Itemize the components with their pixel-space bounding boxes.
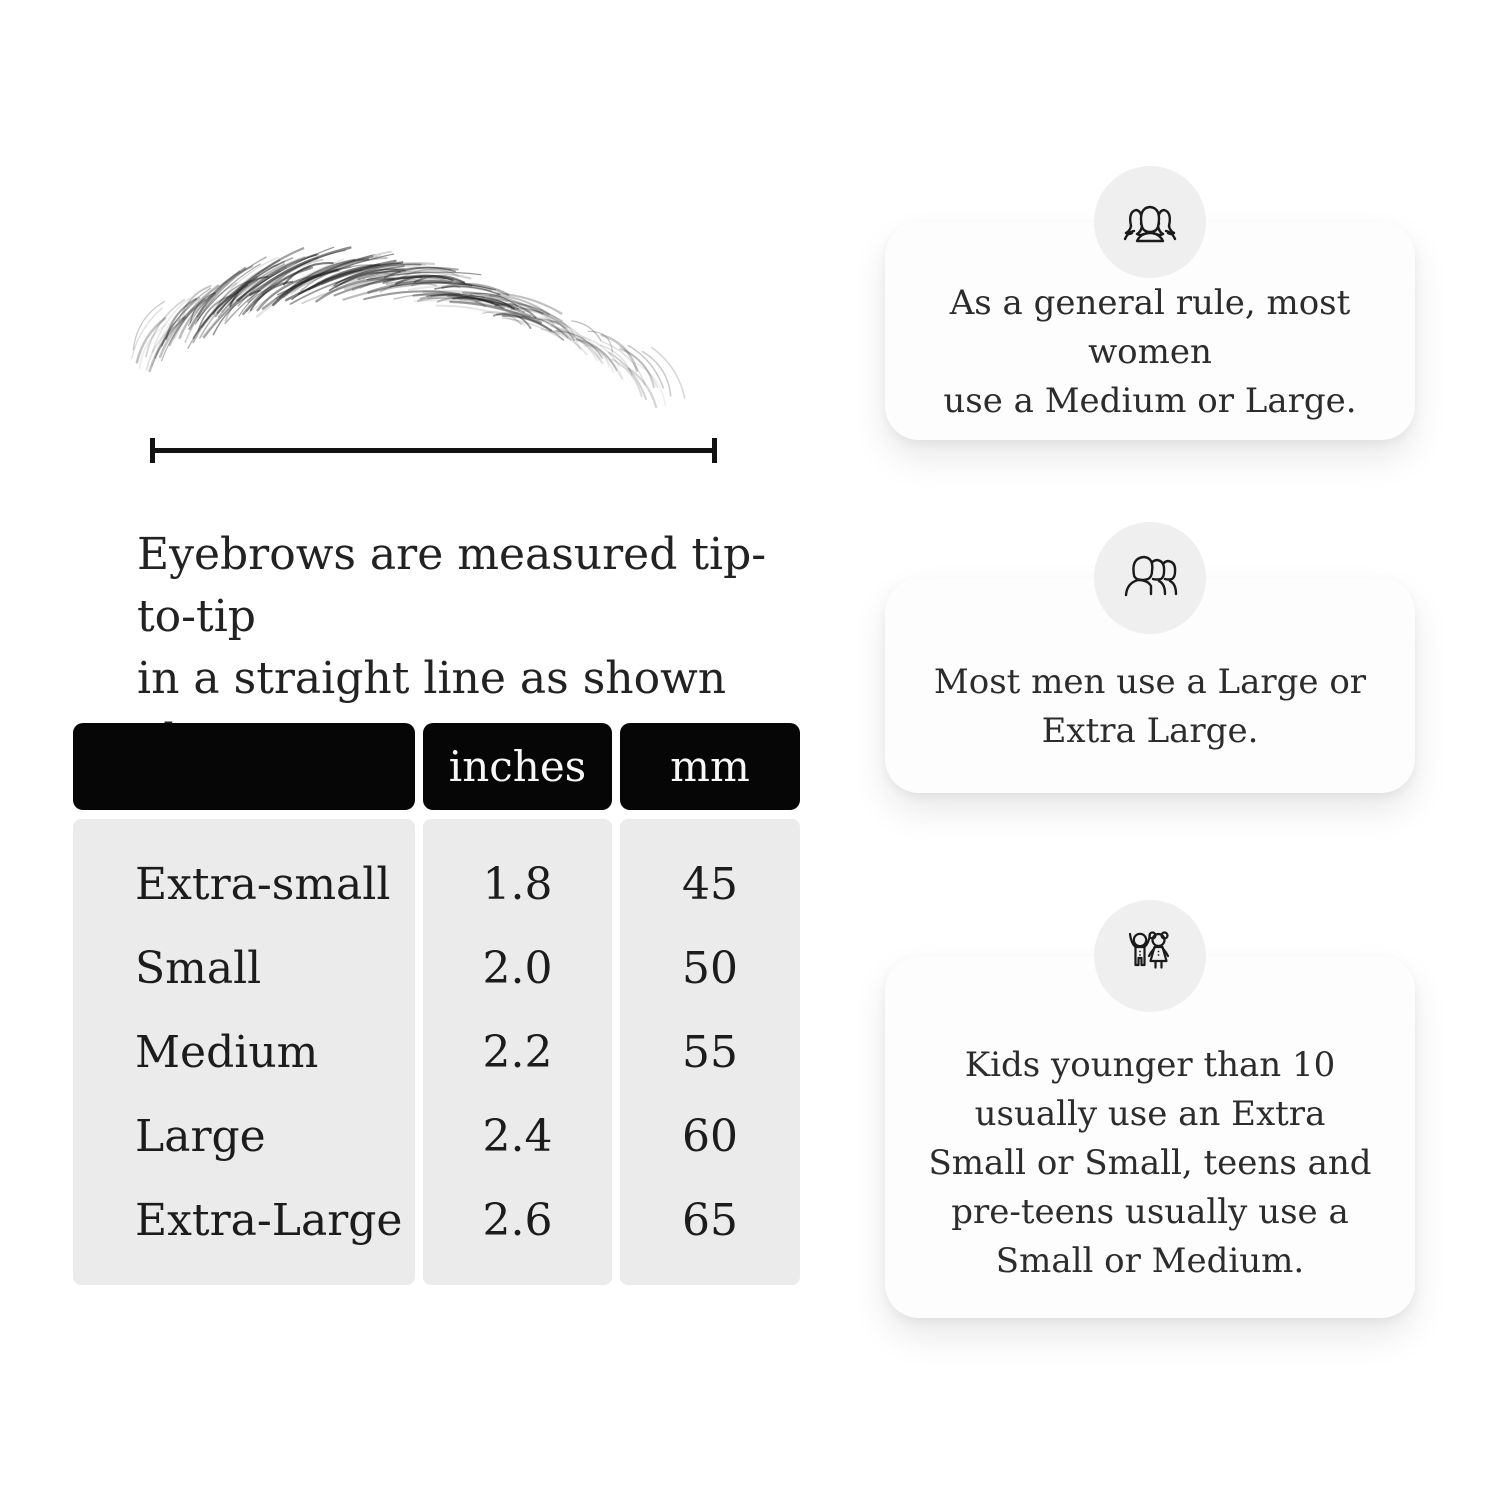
mm-value: 50 bbox=[682, 942, 738, 994]
table-header-blank bbox=[73, 723, 415, 810]
size-table-header: inches mm bbox=[73, 723, 800, 810]
size-table: inches mm Extra-small Small Medium Large… bbox=[73, 723, 800, 1285]
inches-value: 2.6 bbox=[482, 1194, 553, 1246]
men-group-icon bbox=[1124, 555, 1178, 597]
card-kids-text: Kids younger than 10 usually use an Extr… bbox=[928, 1041, 1371, 1286]
mm-value: 65 bbox=[682, 1194, 738, 1246]
inches-value: 1.8 bbox=[482, 858, 553, 910]
icon-circle bbox=[1094, 166, 1206, 278]
size-label: Medium bbox=[135, 1026, 319, 1078]
card-men-text: Most men use a Large or Extra Large. bbox=[934, 658, 1366, 756]
measurement-line bbox=[150, 438, 717, 463]
card-text-line: Most men use a Large or bbox=[933, 661, 1367, 702]
inches-value: 2.4 bbox=[482, 1110, 553, 1162]
card-kids: Kids younger than 10 usually use an Extr… bbox=[885, 956, 1415, 1318]
table-column-sizes: Extra-small Small Medium Large Extra-Lar… bbox=[73, 819, 415, 1285]
table-header-mm: mm bbox=[620, 723, 800, 810]
icon-circle bbox=[1094, 522, 1206, 634]
card-text-line: pre-teens usually use a bbox=[951, 1191, 1349, 1232]
card-text-line: As a general rule, most women bbox=[949, 282, 1351, 372]
card-text-line: Kids younger than 10 bbox=[964, 1044, 1336, 1085]
mm-value: 45 bbox=[682, 858, 738, 910]
table-column-mm: 45 50 55 60 65 bbox=[620, 819, 800, 1285]
eyebrow-illustration bbox=[130, 246, 686, 409]
card-text-line: Small or Medium. bbox=[995, 1240, 1305, 1281]
caption-line: Eyebrows are measured tip-to-tip bbox=[137, 529, 767, 642]
card-text-line: Extra Large. bbox=[1041, 710, 1259, 751]
card-text-line: use a Medium or Large. bbox=[943, 380, 1357, 421]
table-column-inches: 1.8 2.0 2.2 2.4 2.6 bbox=[423, 819, 612, 1285]
kids-icon bbox=[1128, 931, 1170, 969]
mm-value: 55 bbox=[682, 1026, 738, 1078]
size-label: Large bbox=[135, 1110, 266, 1162]
card-text-line: usually use an Extra bbox=[974, 1093, 1326, 1134]
size-label: Small bbox=[135, 942, 262, 994]
size-label: Extra-small bbox=[135, 858, 391, 910]
women-group-icon bbox=[1123, 205, 1177, 243]
size-label: Extra-Large bbox=[135, 1194, 403, 1246]
table-header-inches: inches bbox=[423, 723, 612, 810]
icon-circle bbox=[1094, 900, 1206, 1012]
card-women-text: As a general rule, most women use a Medi… bbox=[885, 279, 1415, 426]
size-table-body: Extra-small Small Medium Large Extra-Lar… bbox=[73, 819, 800, 1285]
card-text-line: Small or Small, teens and bbox=[928, 1142, 1372, 1183]
inches-value: 2.0 bbox=[482, 942, 553, 994]
mm-value: 60 bbox=[682, 1110, 738, 1162]
inches-value: 2.2 bbox=[482, 1026, 553, 1078]
